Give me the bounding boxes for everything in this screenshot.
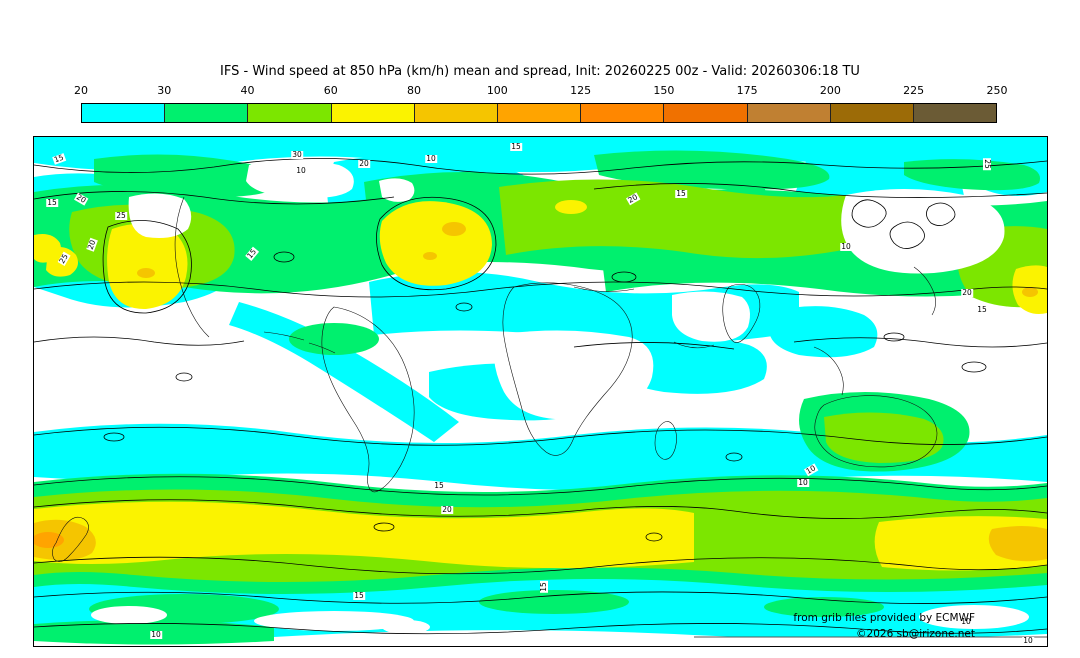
attribution-copyright: ©2026 sb@irizone.net	[856, 628, 975, 640]
spread-contour-label: 20	[626, 192, 640, 206]
colorbar-tick: 225	[903, 84, 925, 97]
colorbar-tick: 80	[407, 84, 422, 97]
spread-contour-label: 15	[976, 305, 988, 314]
spread-contour-label: 15	[245, 247, 259, 261]
spread-contour-label: 30	[291, 150, 303, 159]
spread-contour-label: 15	[52, 152, 66, 165]
spread-contour-label: 25	[115, 211, 127, 220]
spread-contour-lines	[34, 158, 1047, 635]
map-svg	[34, 137, 1047, 646]
spread-contour-label: 15	[433, 481, 445, 490]
spread-contour-label: 10	[840, 242, 852, 251]
spread-contour-label: 15	[510, 142, 522, 151]
colorbar-tick: 150	[653, 84, 675, 97]
spread-contour-label: 25	[983, 158, 992, 170]
colorbar-segment	[247, 104, 331, 122]
colorbar-tick: 30	[157, 84, 172, 97]
spread-contour-label: 15	[675, 189, 687, 198]
colorbar-segment	[413, 104, 497, 122]
colorbar-ticks: 20 30 40 60 80 100 125 150 175 200 225 2…	[74, 84, 1008, 98]
colorbar-segment	[829, 104, 913, 122]
spread-contour-label: 15	[539, 581, 548, 593]
colorbar-tick: 60	[323, 84, 338, 97]
spread-contour-label: 10	[425, 154, 437, 163]
spread-contour-label: 10	[804, 463, 818, 477]
attribution-source: from grib files provided by ECMWF	[793, 612, 975, 624]
spread-contour-label: 20	[358, 159, 370, 168]
spread-contour-label: 10	[797, 478, 809, 487]
spread-contour-label: 20	[85, 238, 98, 252]
gold-fill-layer	[34, 222, 1047, 562]
colorbar-segment	[663, 104, 747, 122]
spread-contour-label: 15	[46, 198, 58, 207]
spread-contour-label: 20	[74, 192, 88, 206]
colorbar-segment	[164, 104, 248, 122]
colorbar-tick: 200	[819, 84, 841, 97]
coastline-layer	[52, 196, 1047, 638]
spread-contour-label: 10	[150, 630, 162, 639]
colorbar-segment	[496, 104, 581, 122]
colorbar-segment	[746, 104, 830, 122]
page-title: IFS - Wind speed at 850 hPa (km/h) mean …	[220, 64, 860, 79]
colorbar-tick: 40	[240, 84, 255, 97]
spread-contour-label: 20	[961, 288, 973, 297]
spread-contour-label: 15	[353, 591, 365, 600]
colorbar-tick: 125	[570, 84, 592, 97]
spread-contour-label: 10	[295, 166, 307, 175]
colorbar-scale	[81, 103, 997, 123]
world-wind-map: 15 30 10 20 10 15 25 15 20 25 20 25 15 20 15 10 20 15 10 10…	[33, 136, 1048, 647]
colorbar-tick: 250	[986, 84, 1008, 97]
colorbar: 20 30 40 60 80 100 125 150 175 200 225 2…	[74, 84, 1008, 124]
contour-label-layer: 15 30 10 20 10 15 25 15 20 25 20 25 15 20 15 10 20 15 10 10…	[34, 137, 1047, 646]
spread-contour-label: 10	[1022, 636, 1034, 645]
spread-contour-label: 10	[960, 617, 972, 626]
colorbar-tick: 20	[74, 84, 88, 97]
colorbar-tick: 100	[486, 84, 508, 97]
colorbar-tick: 175	[736, 84, 758, 97]
spread-contour-label: 25	[57, 252, 71, 266]
spread-contour-label: 20	[441, 505, 453, 514]
orange-fill-layer	[34, 532, 64, 548]
colorbar-segment	[82, 104, 165, 122]
colorbar-segment	[912, 104, 997, 122]
colorbar-segment	[580, 104, 664, 122]
colorbar-segment	[330, 104, 414, 122]
white-hole-layer	[91, 160, 1047, 646]
